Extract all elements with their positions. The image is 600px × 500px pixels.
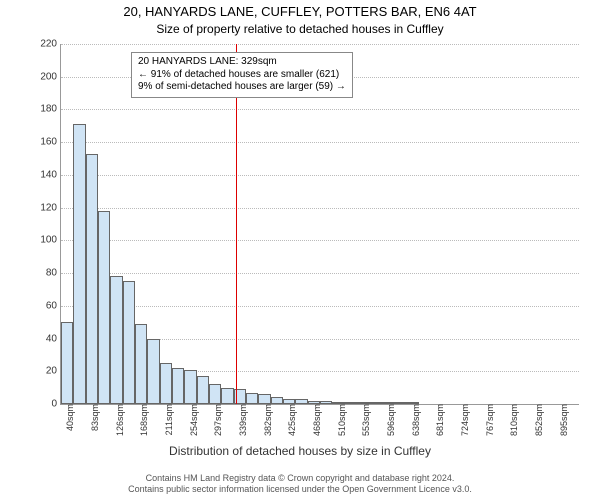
- histogram-bar: [258, 394, 270, 404]
- x-tick-label: 510sqm: [335, 404, 347, 436]
- histogram-bar: [369, 402, 381, 404]
- histogram-plot: 02040608010012014016018020022040sqm83sqm…: [60, 44, 579, 405]
- histogram-bar: [61, 322, 73, 404]
- gridline: [61, 208, 579, 209]
- annotation-line: 20 HANYARDS LANE: 329sqm: [138, 56, 346, 69]
- x-tick-label: 339sqm: [236, 404, 248, 436]
- x-tick-label: 596sqm: [384, 404, 396, 436]
- x-tick-label: 810sqm: [507, 404, 519, 436]
- gridline: [61, 44, 579, 45]
- x-tick-label: 425sqm: [285, 404, 297, 436]
- gridline: [61, 175, 579, 176]
- histogram-bar: [172, 368, 184, 404]
- footer-attribution: Contains HM Land Registry data © Crown c…: [20, 473, 580, 496]
- footer-line-1: Contains HM Land Registry data © Crown c…: [20, 473, 580, 485]
- histogram-bar: [135, 324, 147, 404]
- x-tick-label: 126sqm: [113, 404, 125, 436]
- histogram-bar: [197, 376, 209, 404]
- gridline: [61, 142, 579, 143]
- histogram-bar: [209, 384, 221, 404]
- annotation-line: 9% of semi-detached houses are larger (5…: [138, 81, 346, 94]
- footer-line-2: Contains public sector information licen…: [20, 484, 580, 496]
- histogram-bar: [123, 281, 135, 404]
- x-tick-label: 83sqm: [88, 404, 100, 431]
- gridline: [61, 109, 579, 110]
- x-axis-label: Distribution of detached houses by size …: [0, 444, 600, 458]
- x-tick-label: 40sqm: [63, 404, 75, 431]
- histogram-bar: [184, 370, 196, 404]
- x-tick-label: 211sqm: [162, 404, 174, 435]
- histogram-bar: [86, 154, 98, 404]
- histogram-bar: [221, 388, 233, 404]
- histogram-bar: [246, 393, 258, 404]
- y-tick-label: 200: [40, 71, 61, 82]
- histogram-bar: [147, 339, 159, 404]
- histogram-bar: [110, 276, 122, 404]
- x-tick-label: 724sqm: [458, 404, 470, 436]
- y-tick-label: 140: [40, 169, 61, 180]
- gridline: [61, 306, 579, 307]
- histogram-bar: [160, 363, 172, 404]
- y-tick-label: 180: [40, 104, 61, 115]
- chart-title-line-1: 20, HANYARDS LANE, CUFFLEY, POTTERS BAR,…: [0, 4, 600, 19]
- x-tick-label: 297sqm: [211, 404, 223, 436]
- annotation-line: ← 91% of detached houses are smaller (62…: [138, 69, 346, 82]
- x-tick-label: 767sqm: [483, 404, 495, 436]
- y-tick-label: 100: [40, 235, 61, 246]
- y-tick-label: 80: [46, 268, 61, 279]
- x-tick-label: 895sqm: [557, 404, 569, 436]
- x-tick-label: 382sqm: [261, 404, 273, 436]
- y-tick-label: 40: [46, 333, 61, 344]
- histogram-bar: [98, 211, 110, 404]
- property-marker-line: [236, 44, 237, 404]
- chart-title-line-2: Size of property relative to detached ho…: [0, 22, 600, 36]
- x-tick-label: 254sqm: [187, 404, 199, 436]
- histogram-bar: [295, 399, 307, 404]
- y-tick-label: 0: [51, 399, 61, 410]
- y-tick-label: 220: [40, 39, 61, 50]
- y-tick-label: 160: [40, 137, 61, 148]
- y-tick-label: 60: [46, 300, 61, 311]
- x-tick-label: 168sqm: [137, 404, 149, 436]
- annotation-box: 20 HANYARDS LANE: 329sqm← 91% of detache…: [131, 52, 353, 98]
- histogram-bar: [73, 124, 85, 404]
- x-tick-label: 681sqm: [433, 404, 445, 436]
- gridline: [61, 240, 579, 241]
- x-tick-label: 553sqm: [359, 404, 371, 436]
- x-tick-label: 468sqm: [310, 404, 322, 436]
- x-tick-label: 852sqm: [532, 404, 544, 436]
- gridline: [61, 273, 579, 274]
- x-tick-label: 638sqm: [409, 404, 421, 436]
- y-tick-label: 120: [40, 202, 61, 213]
- y-tick-label: 20: [46, 366, 61, 377]
